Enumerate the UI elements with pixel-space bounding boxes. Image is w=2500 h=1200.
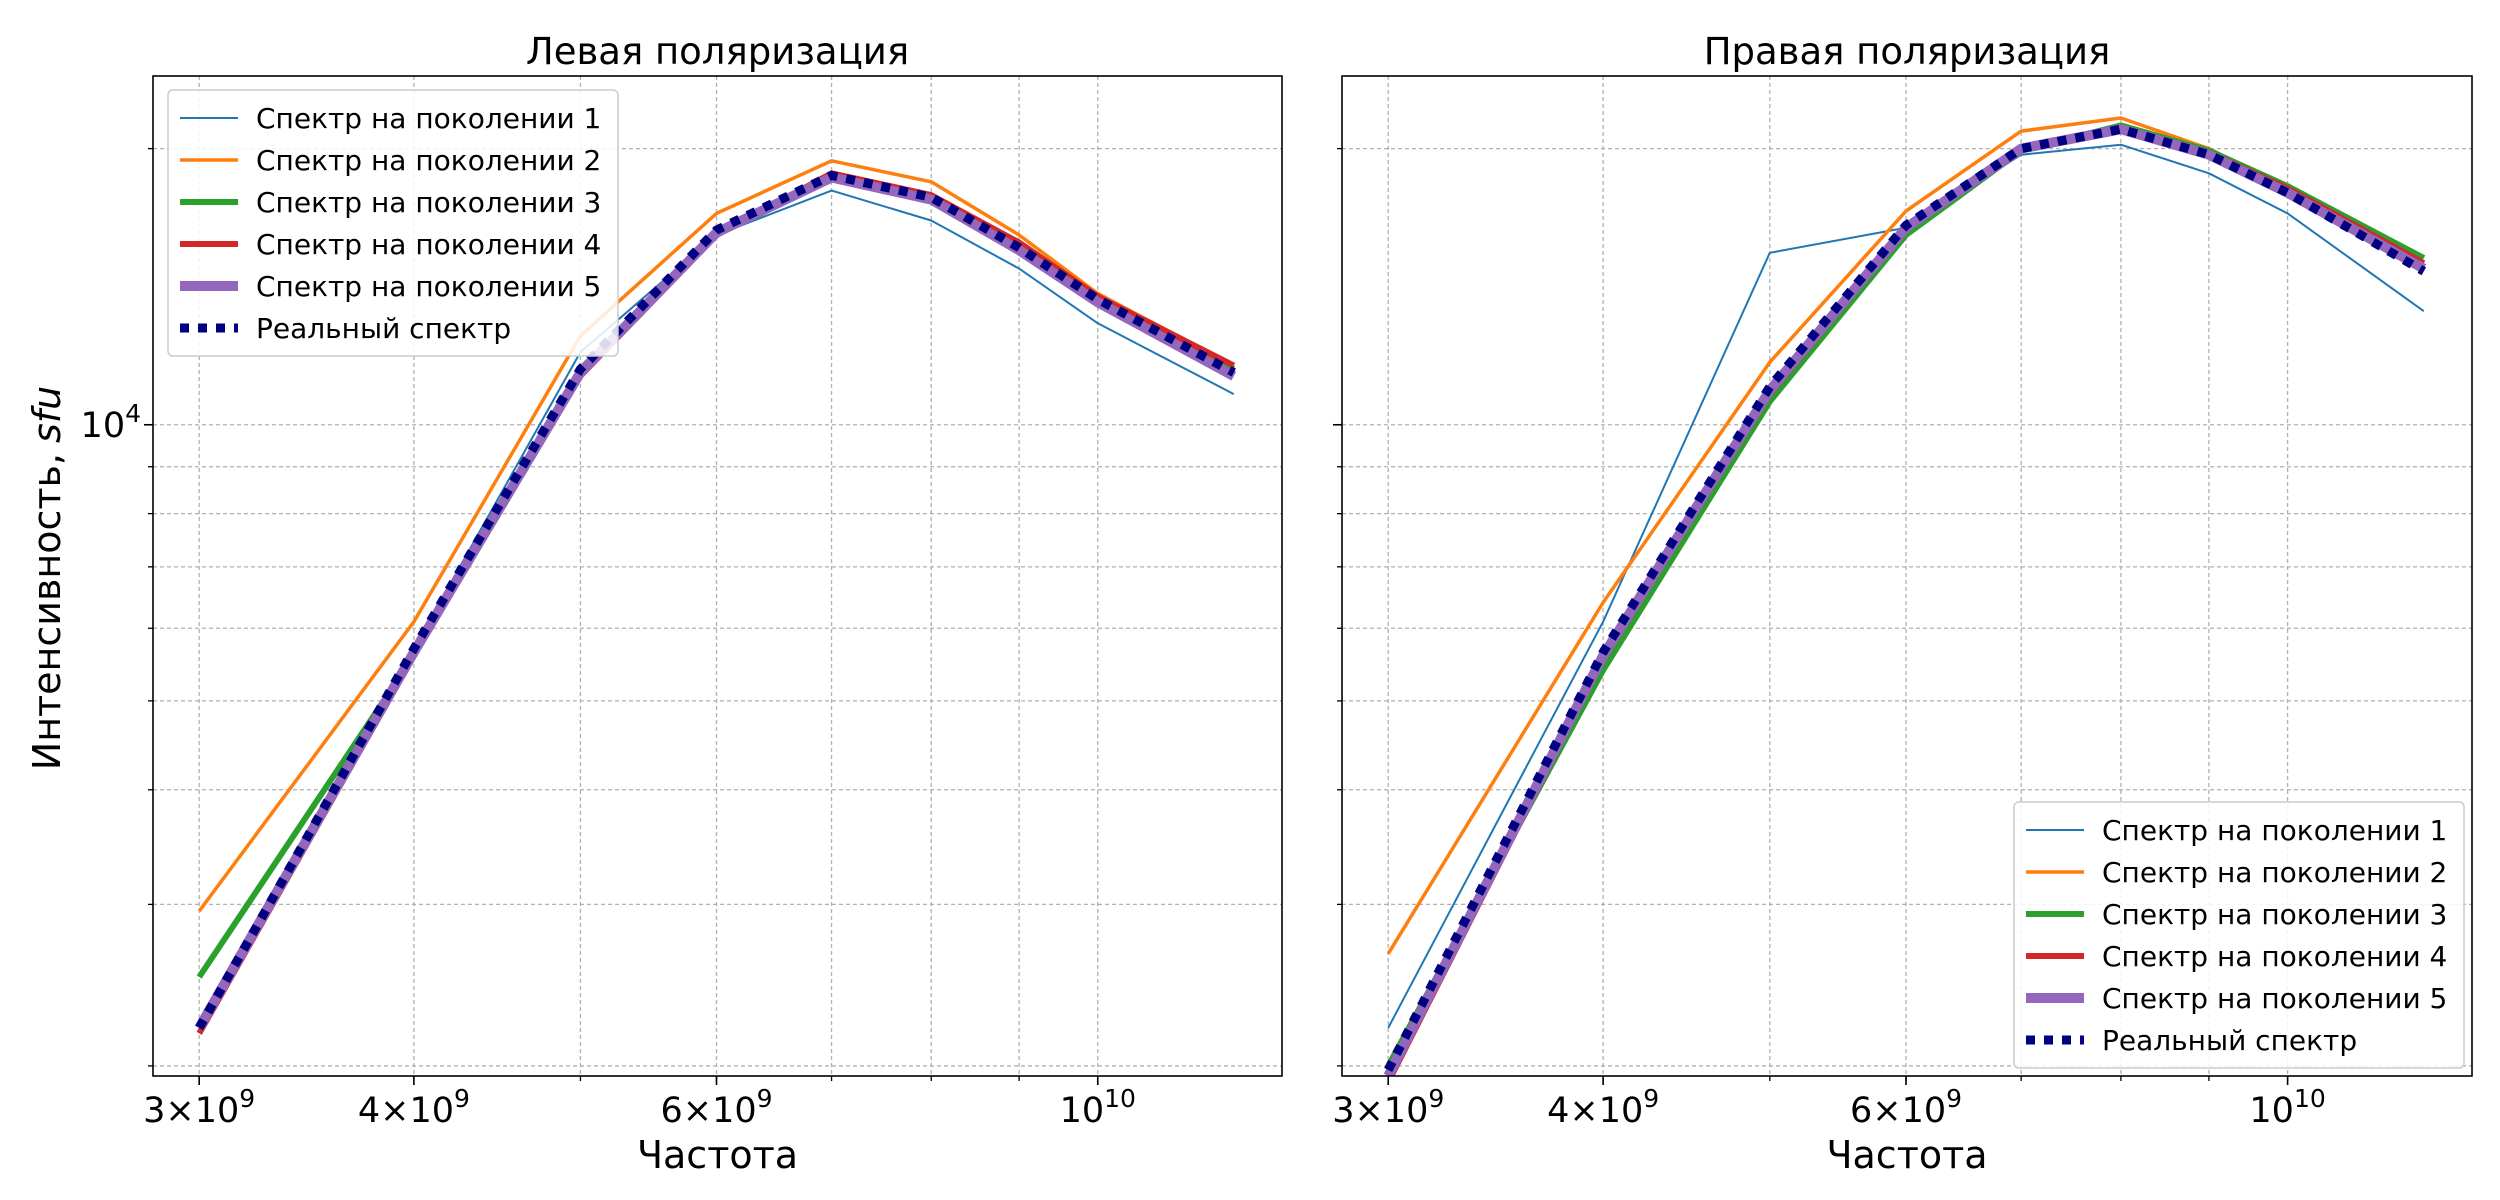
legend-label-5: Спектр на поколении 5 bbox=[2102, 982, 2447, 1015]
legend-label-2: Спектр на поколении 2 bbox=[256, 144, 601, 177]
plot-frame bbox=[1341, 75, 2473, 1077]
x-axis-label: Частота bbox=[637, 1133, 798, 1177]
legend-label-1: Спектр на поколении 1 bbox=[256, 102, 601, 135]
right-polarization-panel: Правая поляризация 3×109 4×109 6×109 1010 Час… bbox=[1332, 30, 2473, 1177]
x-tick-label: 1010 bbox=[1060, 1084, 1136, 1131]
series-lines bbox=[1383, 116, 2427, 1076]
x-axis-label: Частота bbox=[1826, 1133, 1987, 1177]
x-tick-label: 4×109 bbox=[1547, 1084, 1659, 1131]
left-polarization-panel: Левая поляризация 3×109 4×109 6×109 1010 104 Ч… bbox=[81, 30, 1283, 1177]
legend-box bbox=[167, 89, 619, 357]
plot-frame bbox=[152, 75, 1283, 1077]
series-line-1 bbox=[1387, 143, 2425, 1029]
grid bbox=[153, 76, 1282, 1076]
x-tick-label: 6×109 bbox=[660, 1084, 772, 1131]
legend-label-4: Спектр на поколении 4 bbox=[2102, 940, 2447, 973]
series-line-6 bbox=[195, 170, 1236, 1031]
x-tick-label: 6×109 bbox=[1850, 1084, 1962, 1131]
legend-label-6: Реальный спектр bbox=[2102, 1024, 2357, 1057]
chart-title: Левая поляризация bbox=[526, 30, 909, 73]
x-tick-label: 3×109 bbox=[1332, 1084, 1444, 1131]
legend: Спектр на поколении 1 Спектр на поколении… bbox=[2013, 801, 2465, 1069]
legend-label-3: Спектр на поколении 3 bbox=[2102, 898, 2447, 931]
legend-label-6: Реальный спектр bbox=[256, 312, 511, 345]
legend-label-5: Спектр на поколении 5 bbox=[256, 270, 601, 303]
legend: Спектр на поколении 1 Спектр на поколении… bbox=[167, 89, 619, 357]
legend-label-4: Спектр на поколении 4 bbox=[256, 228, 601, 261]
series-lines bbox=[194, 159, 1237, 1035]
legend-label-3: Спектр на поколении 3 bbox=[256, 186, 601, 219]
y-axis-label: Интенсивность,sfu bbox=[25, 386, 69, 770]
y-tick-label: 104 bbox=[81, 399, 141, 446]
x-tick-label: 4×109 bbox=[358, 1084, 470, 1131]
x-tick-label: 1010 bbox=[2249, 1084, 2325, 1131]
legend-label-1: Спектр на поколении 1 bbox=[2102, 814, 2447, 847]
legend-box bbox=[2013, 801, 2465, 1069]
series-line-5 bbox=[1383, 124, 2427, 1076]
chart-title: Правая поляризация bbox=[1704, 30, 2111, 73]
series-line-2 bbox=[197, 159, 1235, 913]
legend-label-2: Спектр на поколении 2 bbox=[2102, 856, 2447, 889]
x-tick-label: 3×109 bbox=[143, 1084, 255, 1131]
